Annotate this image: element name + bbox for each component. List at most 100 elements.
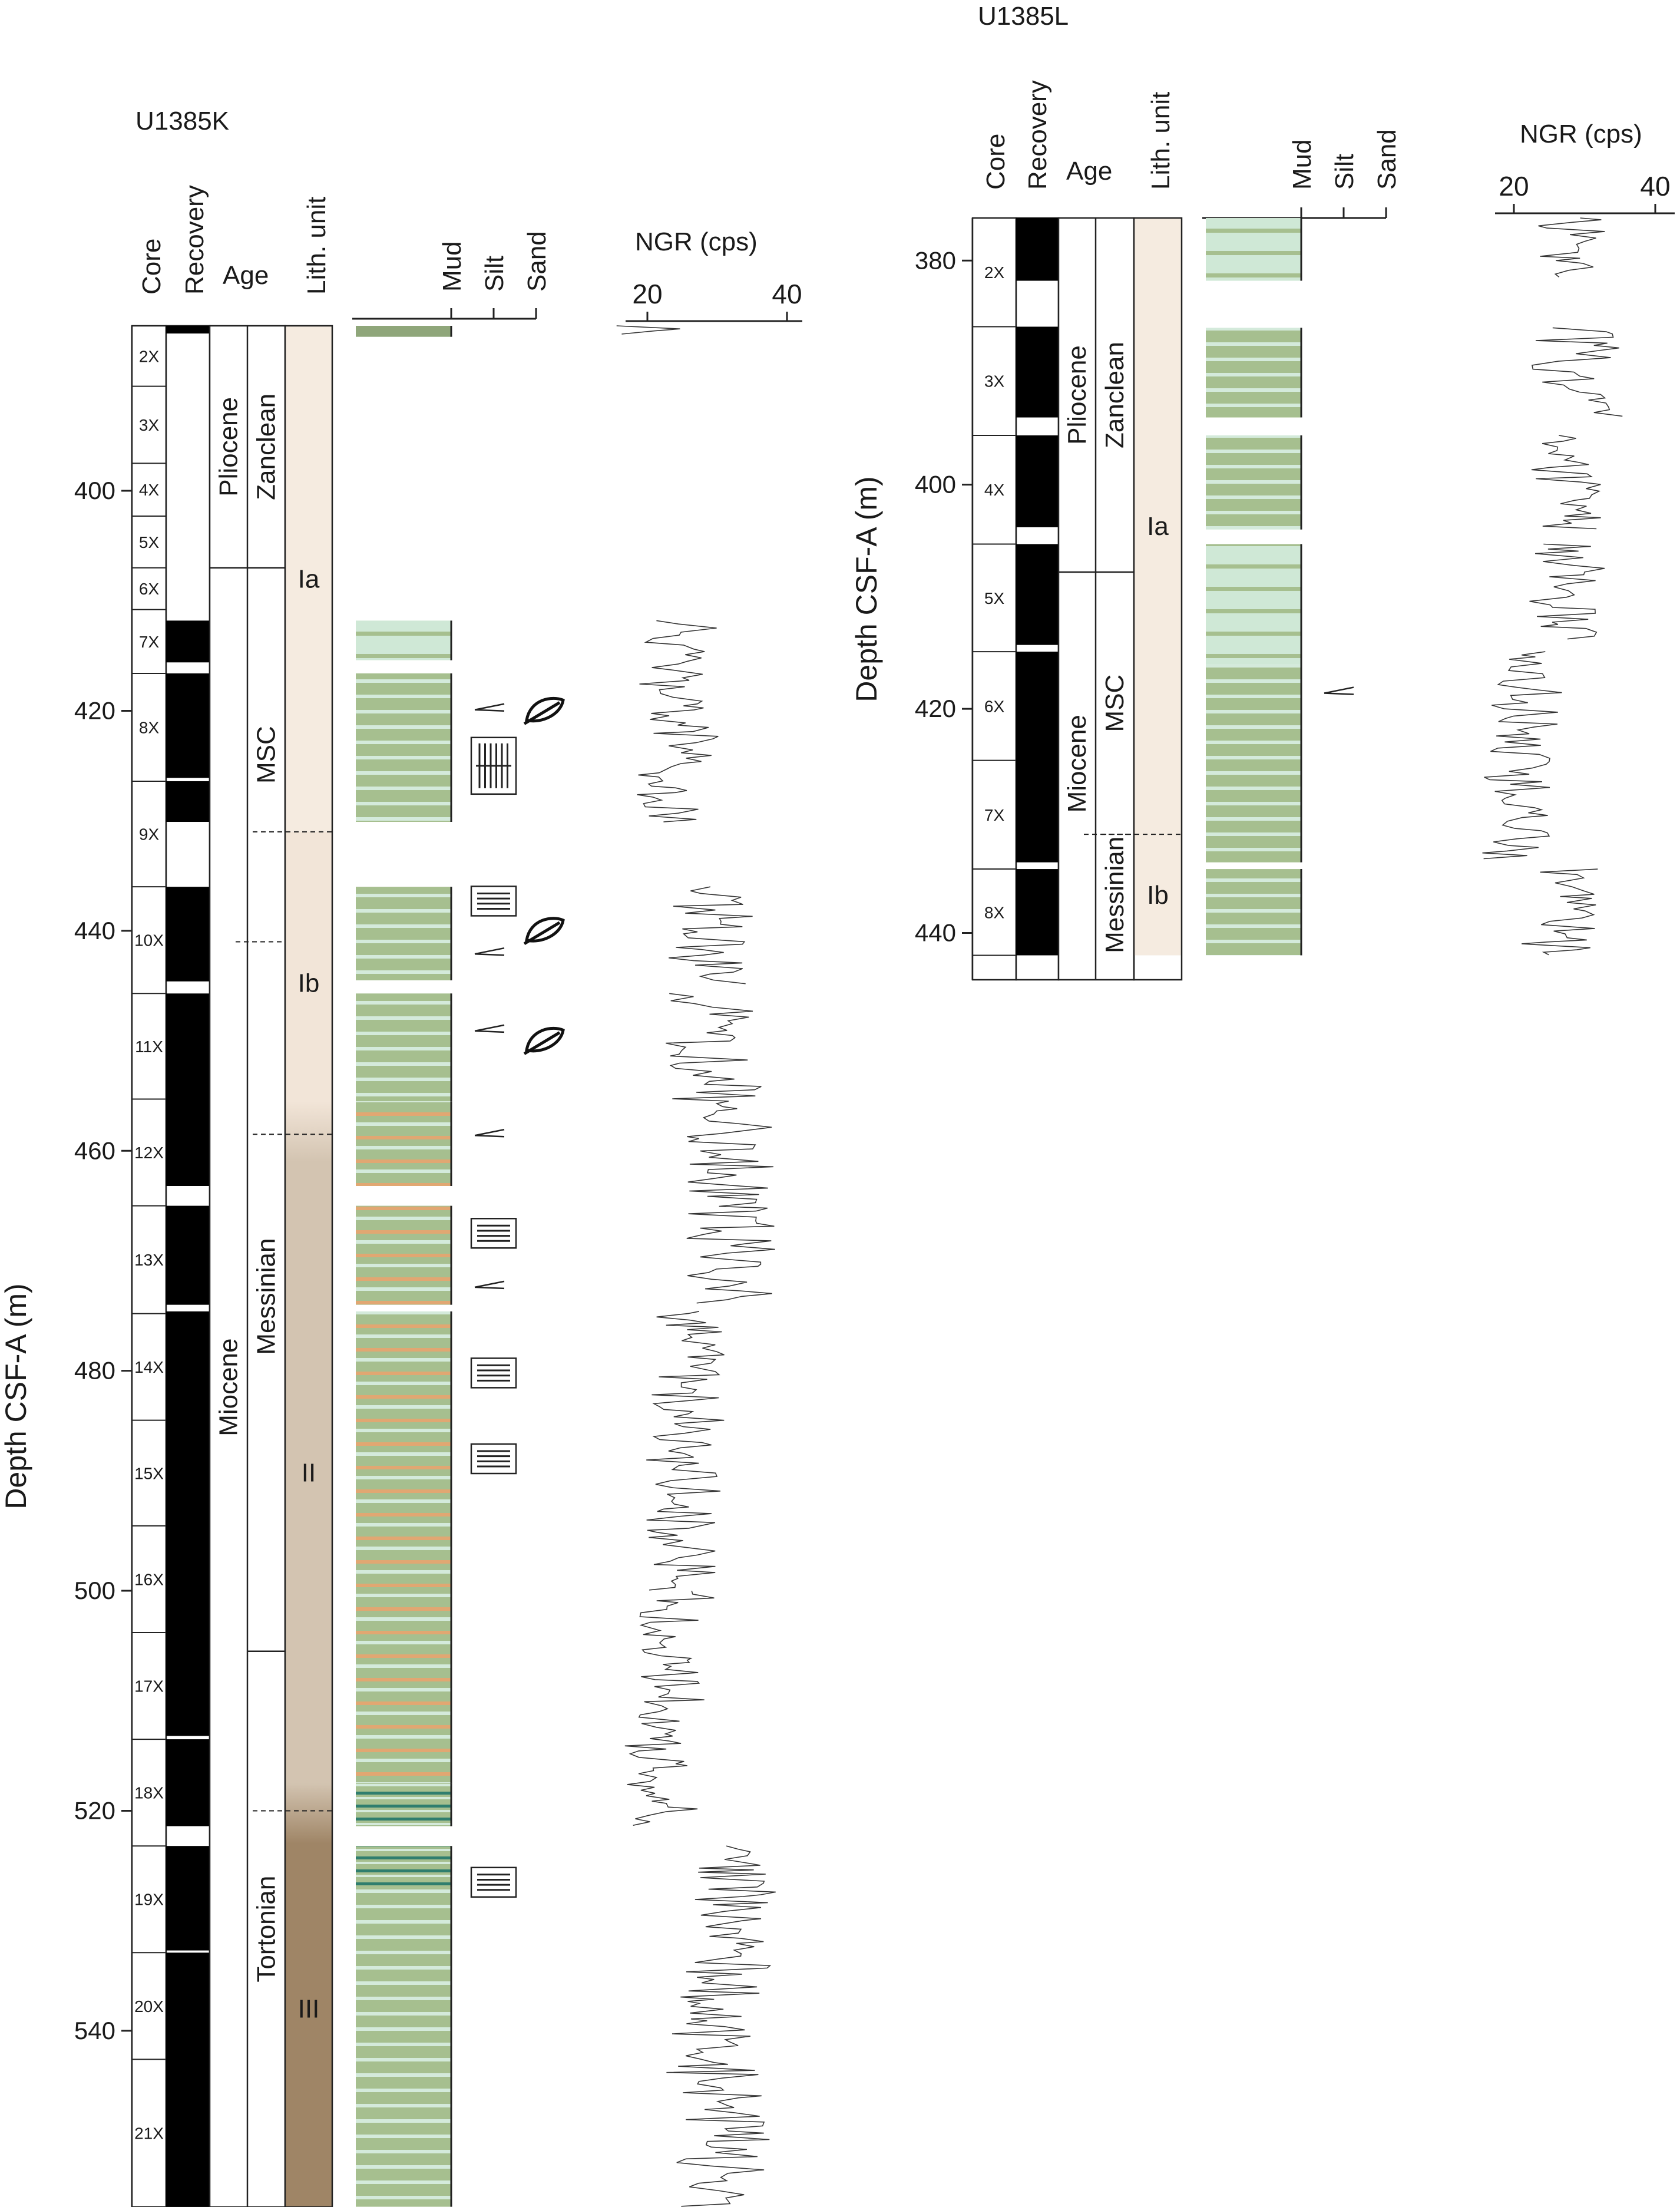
depth-tick-label: 440: [915, 919, 956, 946]
laminated-box-icon: [470, 736, 517, 795]
depth-axis-label: Depth CSF-A (m): [850, 476, 883, 702]
ngr-curve-segment: [1529, 543, 1605, 640]
core-label: 9X: [139, 825, 160, 844]
lith-unit-label: Ia: [298, 564, 320, 593]
core-label: 8X: [984, 903, 1005, 921]
stage-label: MSC: [1100, 675, 1129, 732]
stage-label: Zanclean: [1100, 342, 1129, 448]
hole-panel-u1385l: U1385L Core Recovery Age Lith. unit Mud …: [850, 2, 1675, 981]
hole-title: U1385L: [978, 2, 1069, 31]
lithology-interval: [356, 1846, 451, 1888]
depth-tick-label: 380: [915, 246, 956, 274]
ngr-curve-segment: [616, 325, 680, 335]
lith-unit-fill: [1134, 218, 1182, 835]
lith-unit-frame: [284, 325, 333, 2207]
depth-tick-label: 400: [915, 471, 956, 498]
core-column-frame: [131, 325, 167, 2207]
lithology-interval: [356, 993, 451, 1102]
core-label: 6X: [139, 580, 160, 598]
ngr-tick-label: 20: [1499, 171, 1529, 201]
epoch-label: Pliocene: [1063, 345, 1092, 445]
stage-label: Zanclean: [252, 394, 281, 500]
recovery-column: [1015, 217, 1060, 981]
depth-tick-label: 500: [74, 1577, 115, 1604]
lithology-column: [1206, 218, 1302, 956]
ngr-curve: [1482, 217, 1623, 956]
ngr-curve-segment: [666, 993, 775, 1304]
recovered-interval: [166, 993, 210, 1186]
recovered-interval: [166, 326, 210, 334]
core-column-frame: [971, 217, 1017, 981]
grain-size-axis: [352, 308, 537, 320]
lith-unit-label: Ia: [1147, 512, 1169, 541]
age-column: Pliocene Miocene Zanclean MSC Messinian: [1057, 217, 1135, 981]
lith-unit-fill: [285, 1134, 332, 1811]
lith-unit-header: Lith. unit: [1146, 92, 1175, 190]
epoch-label: Pliocene: [214, 397, 243, 497]
age-header: Age: [1066, 157, 1112, 186]
stage-label: Tortonian: [252, 1876, 281, 1983]
depth-tick-label: 540: [74, 2017, 115, 2044]
ngr-axis-label: NGR (cps): [1520, 120, 1642, 148]
laminated-box-icon: [470, 886, 517, 917]
laminated-box-frame: [470, 1357, 517, 1389]
ngr-curve-segment: [637, 620, 719, 822]
lamination-icon: [474, 947, 505, 956]
core-label: 2X: [984, 263, 1005, 282]
leaf-midrib: [523, 921, 561, 945]
lith-unit-column: Ia Ib: [1102, 217, 1183, 981]
lamination-icon: [474, 703, 505, 712]
grain-mud-label: Mud: [1288, 139, 1317, 190]
core-label: 8X: [139, 718, 160, 736]
ngr-curve-segment: [1482, 651, 1562, 860]
recovered-interval: [1016, 326, 1059, 418]
recovery-column: [165, 325, 211, 2207]
leaf-midrib: [523, 1031, 561, 1055]
core-column: 2X 3X 4X 5X 6X 7X 8X 9X 10X 11X 12X 13X 14X 15X 16X 17X…: [131, 325, 167, 2207]
leaf-midrib: [523, 701, 561, 725]
depth-axis-label: Depth CSF-A (m): [0, 1283, 32, 1509]
depth-tick-label: 480: [74, 1357, 115, 1385]
leaf-fossil-icon: [523, 696, 565, 725]
depth-tick-label: 520: [74, 1796, 115, 1824]
ngr-tick-label: 40: [772, 279, 802, 309]
core-header: Core: [981, 134, 1010, 190]
lith-unit-fill: [285, 326, 332, 832]
ngr-curve-segment: [1531, 327, 1623, 417]
recovery-header: Recovery: [1023, 80, 1052, 190]
core-label: 7X: [984, 806, 1005, 824]
lamination-icon: [474, 1280, 505, 1290]
lith-unit-fill: [285, 1810, 332, 2207]
laminated-box-icon: [470, 1866, 517, 1898]
lithology-interval: [1206, 663, 1301, 863]
ngr-curve-segment: [1522, 868, 1598, 956]
lith-transition: [285, 1783, 332, 1844]
ngr-tick-label: 40: [1640, 171, 1670, 201]
lamination-icon: [474, 1024, 505, 1033]
core-label: 2X: [139, 347, 160, 365]
core-label: 21X: [134, 2124, 164, 2142]
core-label: 7X: [139, 633, 160, 651]
lith-transition: [285, 1101, 332, 1162]
recovered-interval: [166, 1739, 210, 1826]
core-label: 16X: [134, 1570, 164, 1588]
depth-axis: 400 420 440 460 480 500 520 540: [74, 326, 133, 2207]
laminated-box-frame: [470, 886, 517, 917]
ngr-curve-segment: [669, 886, 753, 984]
leaf-fossil-icon: [523, 1027, 565, 1055]
core-column: 2X 3X 4X 5X 6X 7X 8X: [971, 217, 1017, 981]
lithology-column: [356, 326, 452, 2207]
stage-label: Messinian: [252, 1238, 281, 1355]
grain-size-axis: [1202, 207, 1387, 219]
ngr-curve-segment: [1538, 217, 1605, 278]
lithology-interval: [1206, 435, 1301, 530]
lithology-interval: [356, 1205, 451, 1305]
core-label: 3X: [984, 372, 1005, 391]
ngr-curve-segment: [624, 1590, 715, 1826]
epoch-label: Miocene: [1063, 715, 1092, 812]
depth-tick-label: 460: [74, 1136, 115, 1164]
ngr-axis: 20 40: [626, 279, 802, 322]
ngr-tick-label: 20: [632, 279, 662, 309]
recovered-interval: [166, 1952, 210, 2207]
